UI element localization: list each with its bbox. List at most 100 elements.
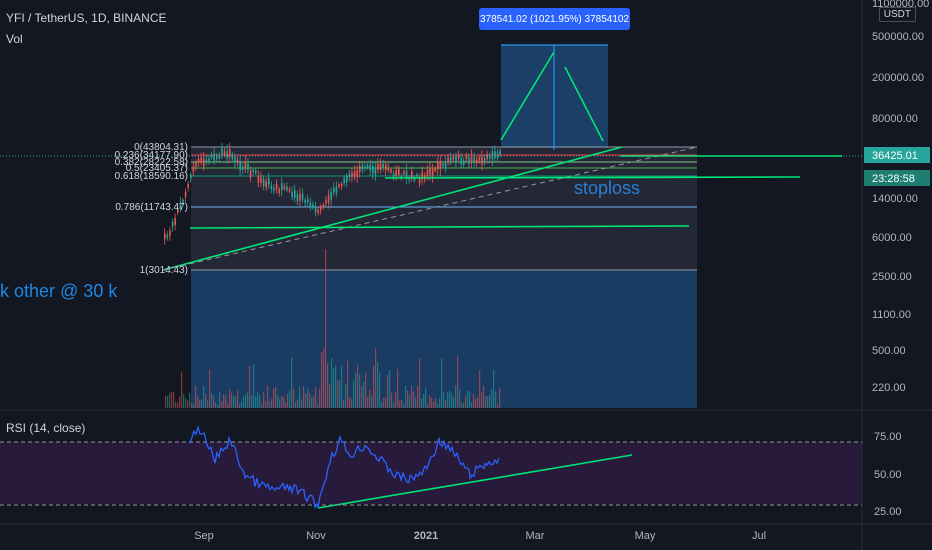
candle-body <box>275 183 278 190</box>
price-tick-label: 14000.00 <box>872 193 918 205</box>
candle-body <box>405 170 408 179</box>
candle-body <box>234 156 236 163</box>
price-tick-label: 36425.01 <box>872 150 918 162</box>
candle-body <box>398 168 400 176</box>
volume-bar <box>267 385 269 408</box>
volume-bar <box>351 398 353 408</box>
candle-body <box>470 155 473 163</box>
time-tick-label: Nov <box>306 530 326 542</box>
volume-bar <box>275 387 277 408</box>
rsi-label[interactable]: RSI (14, close) <box>6 421 86 435</box>
candle-body <box>431 168 434 177</box>
measure-label[interactable]: 378541.02 (1021.95%) 37854102 <box>479 8 630 30</box>
volume-label[interactable]: Vol <box>6 32 23 46</box>
candle-body <box>452 156 455 160</box>
volume-bar <box>207 400 209 408</box>
volume-bar <box>339 380 341 408</box>
volume-bar <box>279 398 281 408</box>
volume-bar <box>269 401 271 408</box>
volume-bar <box>421 398 423 408</box>
candle-body <box>231 154 234 160</box>
volume-bar <box>297 399 299 408</box>
stoploss-line <box>384 176 801 179</box>
volume-bar <box>419 358 421 408</box>
volume-bar <box>249 365 251 408</box>
horizontal-support <box>189 225 690 229</box>
fib-level-label: 0.786(11743.47) <box>115 202 188 213</box>
candle-body <box>252 169 254 173</box>
volume-bar <box>371 395 373 408</box>
volume-bar <box>385 397 387 408</box>
fib-lines <box>191 146 697 271</box>
volume-bar <box>359 374 361 408</box>
candle-body <box>455 156 457 162</box>
volume-bar <box>435 398 437 408</box>
dashed-trendline <box>162 146 698 271</box>
volume-bar <box>253 364 255 408</box>
volume-bar <box>373 365 375 408</box>
volume-bar <box>299 386 301 408</box>
candle-body <box>496 152 499 159</box>
volume-bar <box>309 392 311 408</box>
candle-body <box>385 164 387 171</box>
volume-bar <box>367 397 369 408</box>
volume-bar <box>433 402 435 408</box>
candle-body <box>286 186 288 191</box>
candle-body <box>309 202 312 207</box>
left-note: k other @ 30 k <box>0 281 118 301</box>
candle-body <box>301 193 304 200</box>
candle-body <box>262 179 265 187</box>
volume-bar <box>247 391 249 408</box>
volume-bar <box>327 363 329 408</box>
volume-bar <box>401 399 403 408</box>
volume-bar <box>313 396 315 408</box>
volume-bar <box>283 396 285 408</box>
volume-bar <box>171 391 173 408</box>
rsi-trendline <box>317 454 633 509</box>
candle-body <box>190 174 192 179</box>
volume-bar <box>391 392 393 408</box>
volume-bar <box>165 395 167 408</box>
candle-body <box>327 194 330 203</box>
volume-bar <box>489 394 491 408</box>
symbol-title[interactable]: YFI / TetherUS, 1D, BINANCE <box>6 11 167 25</box>
fib-level-label: 1(3014.43) <box>140 265 188 276</box>
volume-bar <box>413 391 415 408</box>
volume-bar <box>475 399 477 408</box>
volume-bar <box>185 397 187 408</box>
volume-bar <box>223 394 225 408</box>
volume-bar <box>323 348 325 408</box>
fib-level-label: 0.382(28222.58) <box>115 157 188 168</box>
volume-bar <box>387 374 389 408</box>
volume-bar <box>315 387 317 408</box>
volume-bar <box>277 395 279 408</box>
time-ticks: Sep Nov 2021 Mar May Jul <box>194 530 766 542</box>
candle-body <box>382 164 384 168</box>
fib-level-label: 0(43804.31) <box>134 142 188 153</box>
volume-bar <box>403 404 405 408</box>
candle-body <box>312 204 314 208</box>
rsi-tick-label: 25.00 <box>874 506 902 518</box>
candle-body <box>338 184 340 188</box>
volume-bar <box>341 365 343 408</box>
volume-bar <box>471 402 473 408</box>
volume-bars <box>165 249 501 408</box>
volume-bar <box>173 391 175 408</box>
candle-body <box>200 157 202 163</box>
volume-bar <box>235 395 237 408</box>
candle-body <box>187 183 189 188</box>
currency-unit[interactable]: USDT <box>878 7 916 22</box>
candle-body <box>366 165 369 168</box>
volume-bar <box>361 386 363 408</box>
volume-bar <box>301 399 303 408</box>
volume-bar <box>239 403 241 408</box>
volume-bar <box>189 392 191 408</box>
candle-body <box>434 168 436 172</box>
volume-bar <box>379 372 381 408</box>
volume-bar <box>337 379 339 408</box>
stoploss-label: stoploss <box>574 178 641 198</box>
candle-body <box>249 170 252 178</box>
volume-bar <box>383 398 385 408</box>
